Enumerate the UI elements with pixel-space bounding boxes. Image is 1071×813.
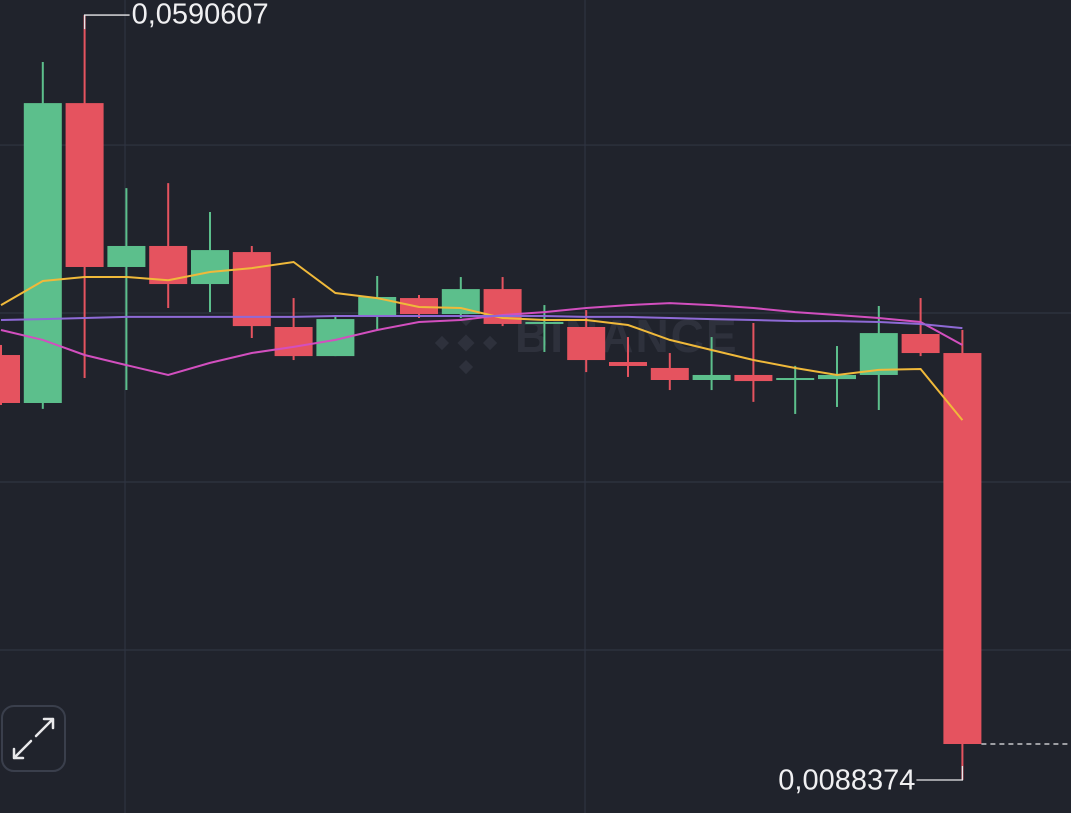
candle-body (650, 367, 689, 380)
candle-body (776, 378, 815, 381)
candle-body (859, 333, 898, 375)
annotation-label: 0,0590607 (132, 0, 269, 31)
candle-body (232, 252, 271, 327)
expand-icon[interactable] (12, 717, 55, 760)
candle-body (567, 326, 606, 361)
annotation-leader (916, 765, 964, 781)
candle-body (818, 374, 856, 380)
moving-average-line (0, 260, 964, 421)
candle-body (358, 296, 397, 317)
candle-body (901, 334, 940, 354)
moving-average-line (0, 315, 963, 330)
candle-body (609, 362, 647, 366)
candle-body (943, 353, 982, 745)
annotation-leader (83, 14, 130, 30)
candle-body (274, 326, 313, 357)
candle-body (734, 374, 773, 382)
candle-body (441, 289, 480, 315)
candle-body (692, 374, 731, 380)
candle-body (65, 103, 104, 267)
candle-body (0, 355, 20, 403)
candle-body (191, 250, 229, 285)
candle-body (525, 321, 564, 324)
moving-average-line (0, 302, 963, 377)
annotation-label: 0,0088374 (778, 765, 915, 797)
candle-body (107, 245, 146, 267)
candle-body (23, 103, 62, 403)
expand-button-frame[interactable] (1, 705, 66, 772)
expand-button[interactable] (1, 705, 66, 772)
